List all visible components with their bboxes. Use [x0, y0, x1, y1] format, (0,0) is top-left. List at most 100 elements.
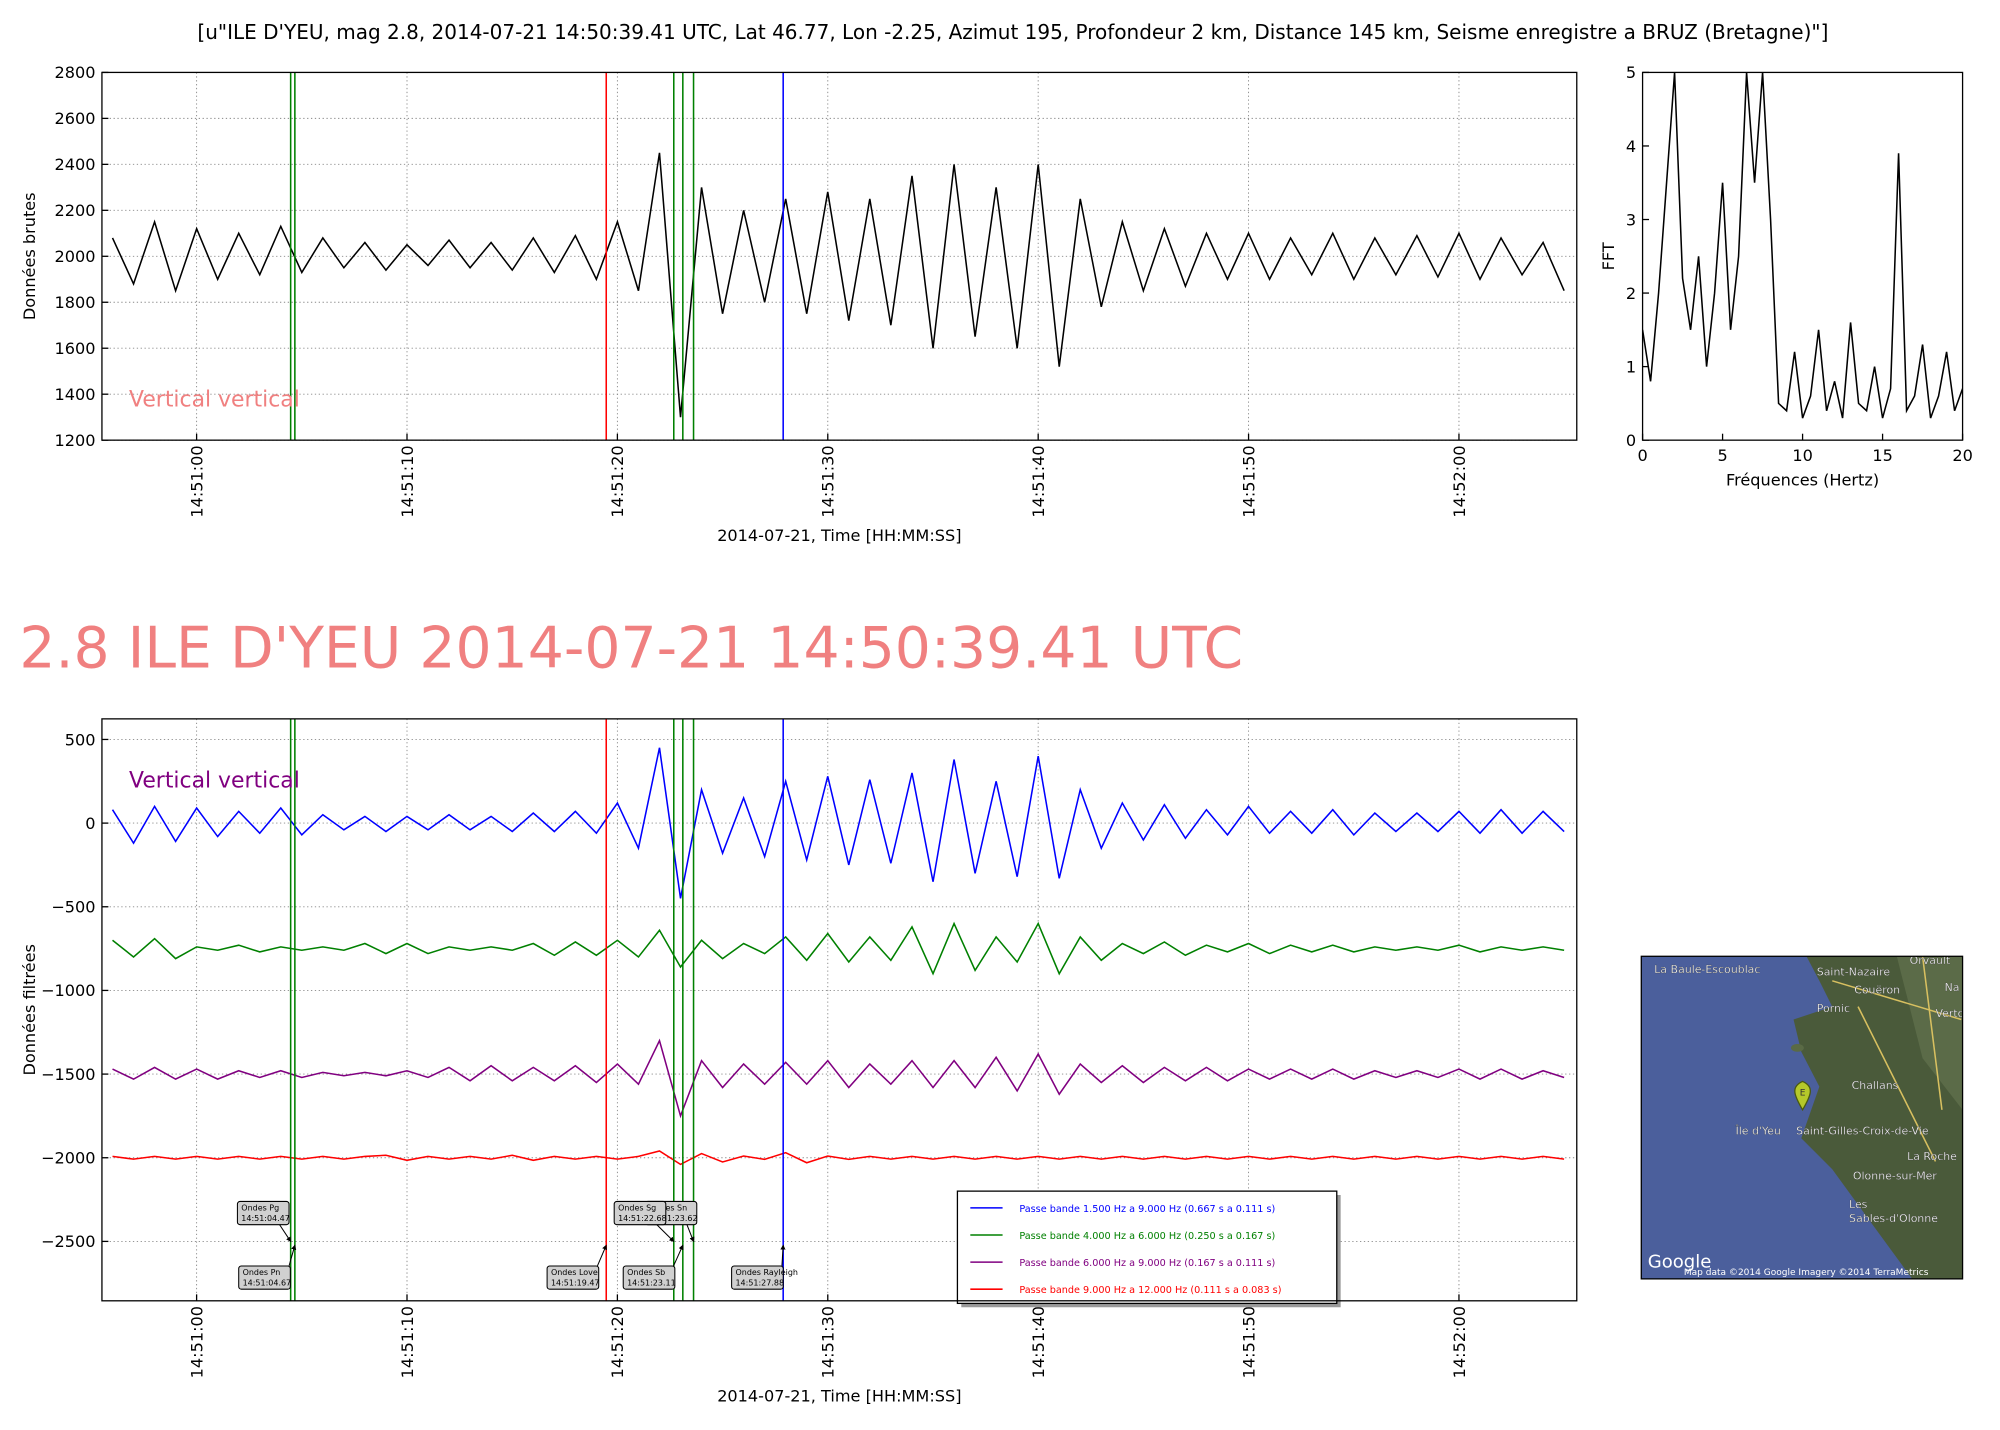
- annotation-arrow: [596, 1244, 607, 1267]
- map: La Baule-Escoublac Saint-Nazaire Orvault Co…: [1641, 954, 1964, 1279]
- y-tick-label: 1800: [54, 293, 95, 312]
- x-tick-label: 14:51:20: [608, 1306, 627, 1378]
- annotation: Vertical vertical: [129, 768, 300, 793]
- map-label: Na: [1945, 981, 1960, 994]
- legend-label: Passe bande 1.500 Hz a 9.000 Hz (0.667 s…: [1019, 1204, 1275, 1215]
- x-tick-label: 14:51:30: [819, 445, 838, 517]
- y-tick-label: 1400: [54, 385, 95, 404]
- y-tick-label: −500: [51, 898, 95, 917]
- x-tick-label: 14:51:10: [398, 445, 417, 517]
- annotation-box: [613, 1200, 667, 1226]
- annotation-box: [236, 1200, 290, 1226]
- x-tick-label: 15: [1872, 446, 1892, 465]
- annotation-label: Ondes Love: [551, 1268, 598, 1277]
- map-label: Orvault: [1910, 954, 1951, 967]
- y-tick-label: −2500: [41, 1232, 96, 1251]
- y-axis-label: FFT: [1599, 242, 1618, 270]
- y-tick-label: 1: [1626, 357, 1636, 376]
- annotation-time: 14:51:27.88: [735, 1278, 784, 1287]
- y-tick-label: 3: [1626, 210, 1636, 229]
- x-tick-label: 5: [1717, 446, 1727, 465]
- annotation-label: Ondes Sn: [649, 1203, 687, 1212]
- y-tick-label: 0: [85, 814, 95, 833]
- legend-label: Passe bande 6.000 Hz a 9.000 Hz (0.167 s…: [1019, 1258, 1275, 1269]
- x-tick-label: 10: [1792, 446, 1812, 465]
- y-tick-label: 2000: [54, 247, 95, 266]
- map-label: La Roche: [1907, 1150, 1957, 1163]
- annotation-arrow: [780, 1244, 786, 1266]
- map-label: Olonne-sur-Mer: [1853, 1170, 1938, 1183]
- heading: 2.8 ILE D'YEU 2014-07-21 14:50:39.41 UTC: [19, 615, 1243, 681]
- annotation-box: [622, 1265, 676, 1290]
- x-tick-label: 14:51:00: [187, 1306, 206, 1378]
- x-tick-label: 14:51:40: [1029, 445, 1048, 517]
- annotation: Vertical vertical: [129, 388, 300, 413]
- map-label: Les: [1849, 1198, 1868, 1211]
- annotation-label: Ondes Rayleigh: [735, 1268, 798, 1277]
- y-tick-label: −1000: [41, 981, 96, 1000]
- y-tick-label: 5: [1626, 63, 1636, 82]
- axes-frame: [101, 718, 1578, 1302]
- y-tick-label: 0: [1626, 431, 1636, 450]
- annotation-label: Ondes Sb: [627, 1268, 665, 1277]
- page-title: [u"ILE D'YEU, mag 2.8, 2014-07-21 14:50:…: [197, 20, 1828, 44]
- annotation-box: [546, 1265, 600, 1290]
- annotation-time: 14:51:23.11: [627, 1278, 676, 1287]
- annotation-arrow: [685, 1223, 695, 1243]
- map-label: Couëron: [1854, 984, 1900, 997]
- x-tick-label: 14:51:30: [819, 1306, 838, 1378]
- x-axis-label: 2014-07-21, Time [HH:MM:SS]: [717, 1386, 961, 1405]
- y-tick-label: 4: [1626, 137, 1636, 156]
- series-line: [111, 747, 1565, 899]
- y-tick-label: 2200: [54, 201, 95, 220]
- map-label: Challans: [1852, 1079, 1899, 1092]
- map-island: [1790, 1044, 1804, 1052]
- y-tick-label: −1500: [41, 1065, 96, 1084]
- map-label: Île d'Yeu: [1734, 1124, 1780, 1137]
- map-label: Verto: [1935, 1007, 1964, 1020]
- map-marker: [1794, 1080, 1811, 1112]
- series-line: [111, 152, 1565, 418]
- legend-label: Passe bande 9.000 Hz a 12.000 Hz (0.111 …: [1019, 1285, 1281, 1296]
- map-label: Sables-d'Olonne: [1849, 1212, 1938, 1225]
- plot-area: [111, 747, 1565, 1166]
- y-tick-label: 500: [65, 730, 96, 749]
- annotation-label: Ondes Pn: [243, 1268, 281, 1277]
- y-axis-label: Données filtrées: [20, 944, 39, 1075]
- map-label: Pornic: [1817, 1002, 1850, 1015]
- map-road: [1832, 956, 1962, 1162]
- map-frame: [1640, 955, 1964, 1280]
- annotation-box: [731, 1265, 784, 1290]
- x-tick-label: 14:51:50: [1239, 445, 1258, 517]
- y-tick-label: 1600: [54, 339, 95, 358]
- y-tick-label: 2400: [54, 155, 95, 174]
- x-axis-label: 2014-07-21, Time [HH:MM:SS]: [717, 526, 961, 545]
- series-line: [112, 1150, 1565, 1166]
- x-tick-label: 14:51:20: [608, 445, 627, 517]
- annotation-label: Ondes Pg: [241, 1203, 279, 1212]
- axes-frame: [101, 71, 1578, 441]
- annotation-time: 14:51:22.68: [618, 1214, 667, 1223]
- x-tick-label: 20: [1952, 446, 1972, 465]
- map-label: La Baule-Escoublac: [1654, 963, 1760, 976]
- y-tick-label: 2600: [54, 109, 95, 128]
- annotation-arrow: [288, 1244, 297, 1267]
- x-tick-label: 14:51:50: [1239, 1306, 1258, 1378]
- annotation-time: 14:51:23.62: [649, 1214, 698, 1223]
- plot-area: [1642, 72, 1963, 419]
- x-tick-label: 14:52:00: [1450, 1306, 1469, 1378]
- annotation-time: 14:51:04.67: [243, 1278, 292, 1287]
- x-tick-label: 14:51:40: [1029, 1306, 1048, 1378]
- legend-label: Passe bande 4.000 Hz a 6.000 Hz (0.250 s…: [1019, 1231, 1275, 1242]
- annotation-time: 14:51:19.47: [551, 1278, 600, 1287]
- y-tick-label: −2000: [41, 1149, 96, 1168]
- map-land: [1896, 956, 1963, 1110]
- y-tick-label: 2800: [54, 63, 95, 82]
- y-tick-label: 2: [1626, 284, 1636, 303]
- annotation-arrow: [655, 1223, 675, 1243]
- x-tick-label: 14:51:00: [187, 445, 206, 517]
- series-line: [112, 921, 1565, 976]
- legend: [956, 1190, 1338, 1305]
- map-attribution: Map data ©2014 Google Imagery ©2014 Terr…: [1684, 1268, 1929, 1278]
- series-line: [1642, 72, 1963, 419]
